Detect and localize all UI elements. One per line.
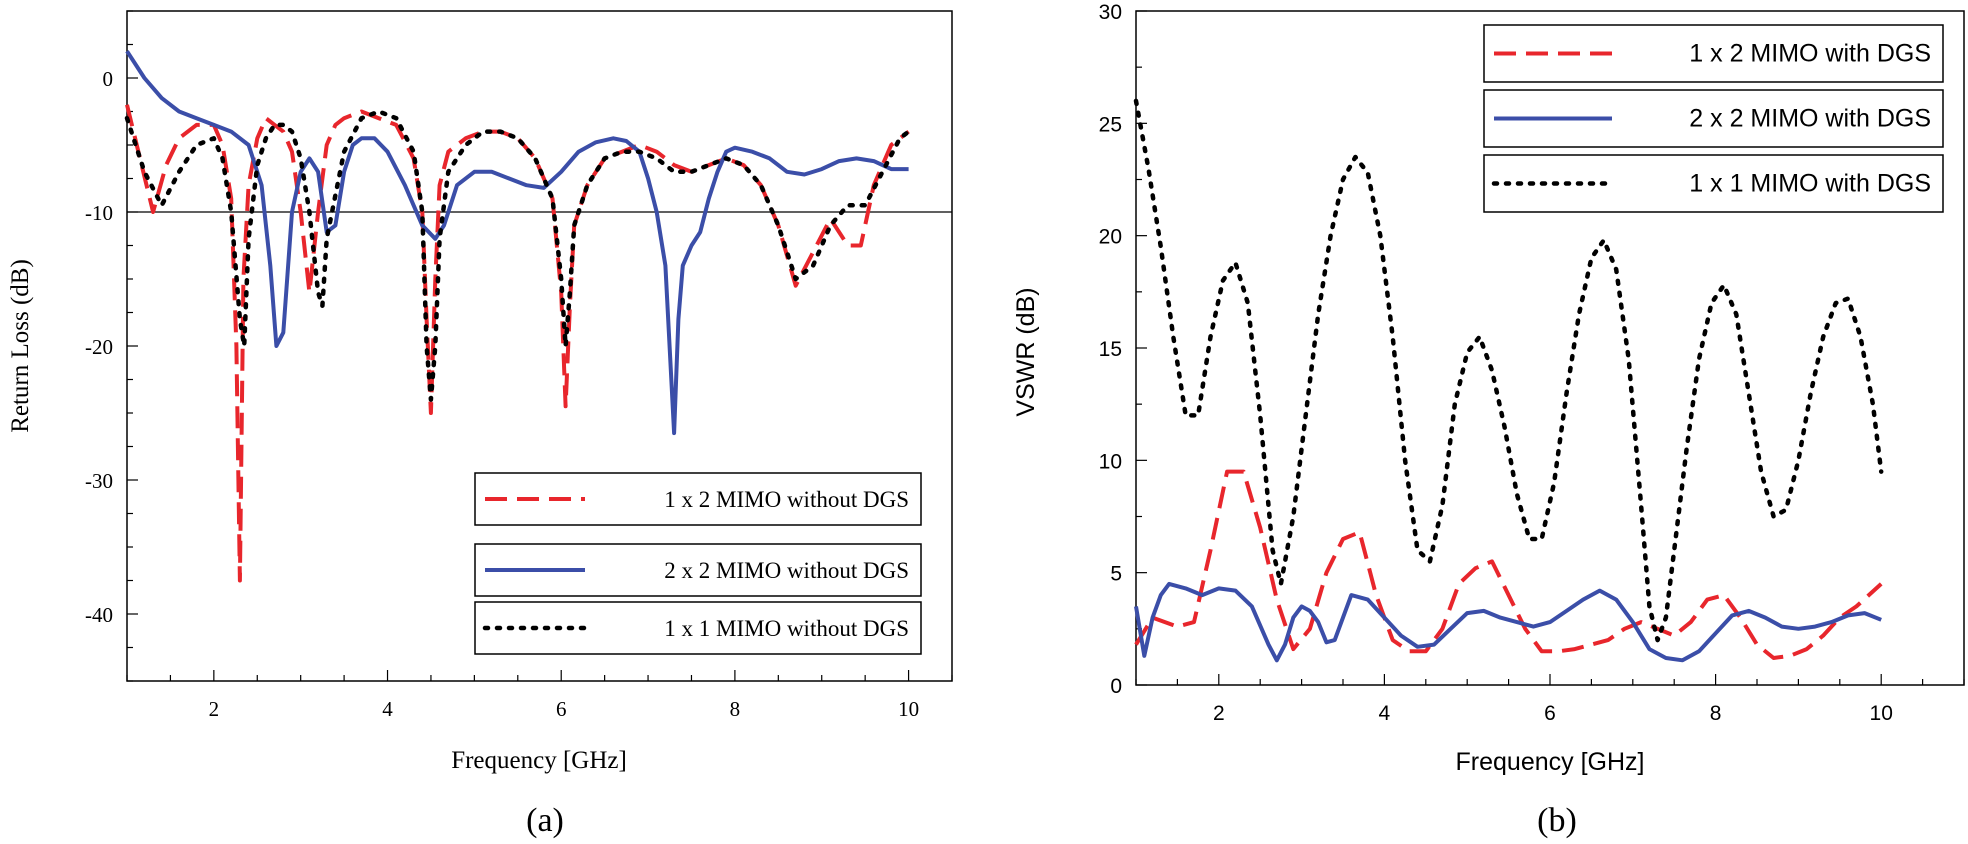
y-tick-label: -20 [85, 335, 113, 359]
y-tick-label: 20 [1099, 226, 1122, 249]
y-tick-label: 5 [1110, 563, 1122, 586]
legend-label-3: 1 x 1 MIMO without DGS [664, 616, 909, 641]
panel-b-x-axis-label: Frequency [GHz] [1456, 748, 1645, 776]
x-tick-label: 10 [898, 697, 919, 721]
legend-label-2: 2 x 2 MIMO without DGS [664, 558, 909, 583]
y-tick-label: 10 [1099, 450, 1122, 473]
x-tick-label: 2 [209, 697, 220, 721]
series-line-2 [1134, 581, 1882, 663]
panel-a-caption: (a) [526, 802, 564, 839]
x-tick-label: 4 [382, 697, 393, 721]
y-tick-label: 0 [1110, 675, 1122, 698]
legend-label-2: 2 x 2 MIMO with DGS [1689, 105, 1931, 133]
panel-a-x-axis-label: Frequency [GHz] [451, 747, 627, 774]
series-line-3 [1133, 98, 1884, 643]
series-line-3 [124, 109, 911, 402]
y-tick-label: 0 [103, 67, 114, 91]
x-tick-label: 6 [1544, 702, 1556, 725]
panel-a-y-axis-label: Return Loss (dB) [7, 259, 34, 433]
x-tick-label: 4 [1379, 702, 1391, 725]
series-line-2 [125, 50, 909, 436]
legend-label-1: 1 x 2 MIMO with DGS [1689, 40, 1931, 68]
x-tick-label: 6 [556, 697, 567, 721]
panel-b-vswr-chart: 2 4 6 8 10 0 5 10 15 20 25 30 1 x 2 MIMO with DGS 2 … [1012, 1, 1965, 839]
y-tick-label: -40 [85, 603, 113, 627]
y-tick-label: -10 [85, 201, 113, 225]
panel-b-y-axis-label: VSWR (dB) [1012, 287, 1040, 416]
legend-label-3: 1 x 1 MIMO with DGS [1689, 170, 1931, 198]
panel-b-caption: (b) [1537, 802, 1577, 839]
legend-box-3 [1483, 154, 1944, 213]
x-tick-label: 10 [1870, 702, 1893, 725]
y-tick-label: 30 [1099, 1, 1122, 24]
x-tick-label: 8 [730, 697, 741, 721]
series-line-1 [1134, 469, 1883, 660]
y-tick-label: 15 [1099, 338, 1122, 361]
y-tick-label: 25 [1099, 113, 1122, 136]
panel-a-return-loss-chart: 2 4 6 8 10 0 -10 -20 -30 -40 1 x 2 MIMO without D… [7, 10, 953, 839]
x-tick-label: 8 [1710, 702, 1722, 725]
x-tick-label: 2 [1213, 702, 1225, 725]
legend-label-1: 1 x 2 MIMO without DGS [664, 487, 909, 512]
y-tick-label: -30 [85, 469, 113, 493]
